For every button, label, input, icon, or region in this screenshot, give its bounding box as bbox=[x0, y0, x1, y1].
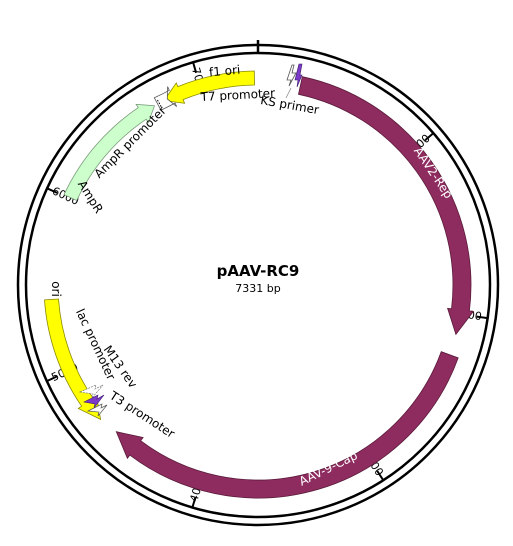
plasmid-name: pAAV-RC9 bbox=[217, 262, 300, 280]
tick-mark bbox=[46, 375, 58, 383]
aav9-cap-arrow[interactable] bbox=[115, 351, 459, 499]
lac-promoter-arrow[interactable] bbox=[78, 384, 104, 399]
ks-primer-arrow[interactable] bbox=[294, 63, 303, 88]
m13-rev-arrow[interactable] bbox=[83, 394, 105, 409]
tick-mark bbox=[46, 187, 58, 194]
plasmid-length: 7331 bp bbox=[235, 282, 280, 295]
aav2-rep-arrow[interactable] bbox=[298, 76, 475, 336]
tick-mark bbox=[376, 470, 385, 481]
t3-promoter-arrow[interactable] bbox=[86, 403, 108, 417]
ampr-promoter-dots bbox=[156, 98, 162, 107]
tick-mark bbox=[424, 132, 435, 142]
tick-mark bbox=[476, 315, 488, 320]
t7-promoter-label: T7 promoter bbox=[199, 86, 275, 104]
ks-primer-leader bbox=[285, 87, 292, 99]
f1-ori-label: f1 ori bbox=[208, 63, 240, 80]
tick-mark bbox=[191, 496, 197, 508]
tick-mark bbox=[192, 62, 198, 74]
ampr-promoter-arrow[interactable] bbox=[153, 86, 178, 111]
t7-promoter-arrow[interactable] bbox=[286, 64, 297, 87]
lac-m13-t3-feature-group bbox=[78, 384, 108, 417]
backbone-inner-ring bbox=[24, 51, 492, 519]
f1-ori-arrow[interactable] bbox=[163, 70, 255, 104]
ori-label: ori bbox=[49, 281, 63, 297]
t7-ks-feature-group bbox=[285, 63, 303, 99]
ampr-arrow[interactable] bbox=[63, 103, 156, 202]
